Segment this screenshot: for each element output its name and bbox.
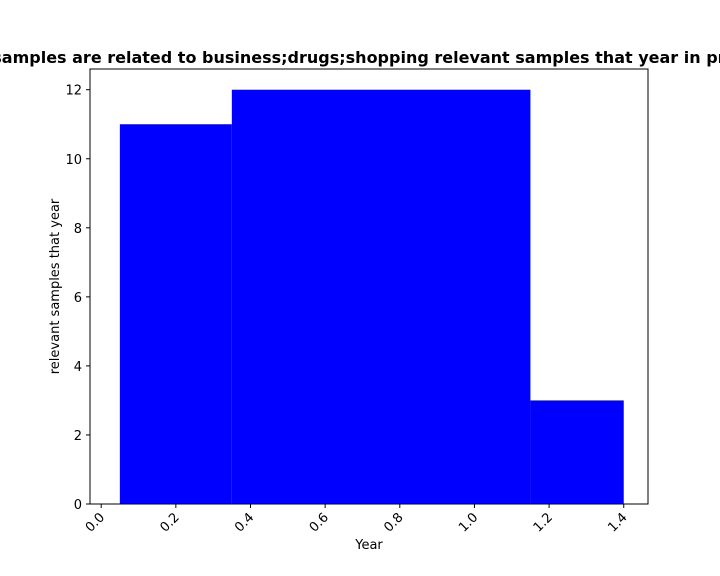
bars-layer: [119, 89, 624, 504]
y-tick-label: 4: [74, 360, 82, 375]
chart-title: Number of samples are related to busines…: [0, 48, 720, 67]
bar-1: [231, 89, 531, 504]
plot-frame: [89, 68, 649, 505]
x-tick-label: 0.4: [232, 510, 257, 535]
y-axis-label: relevant samples that year: [48, 198, 63, 374]
x-tick-label: 0.0: [83, 510, 108, 535]
x-axis-label: Year: [354, 538, 383, 553]
x-tick-label: 0.8: [381, 510, 406, 535]
y-tick-label: 0: [74, 498, 82, 513]
x-tick-label: 1.0: [456, 510, 481, 535]
y-tick-label: 8: [74, 222, 82, 237]
y-tick-label: 2: [74, 429, 82, 444]
y-tick-label: 12: [65, 84, 82, 99]
x-tick-label: 1.2: [531, 510, 556, 535]
x-tick-label: 1.4: [605, 510, 630, 535]
y-tick-label: 10: [65, 153, 82, 168]
y-tick-label: 6: [74, 291, 82, 306]
bar-2: [530, 400, 624, 504]
x-tick-label: 0.6: [307, 510, 332, 535]
bar-0: [119, 124, 232, 504]
x-tick-label: 0.2: [157, 510, 182, 535]
